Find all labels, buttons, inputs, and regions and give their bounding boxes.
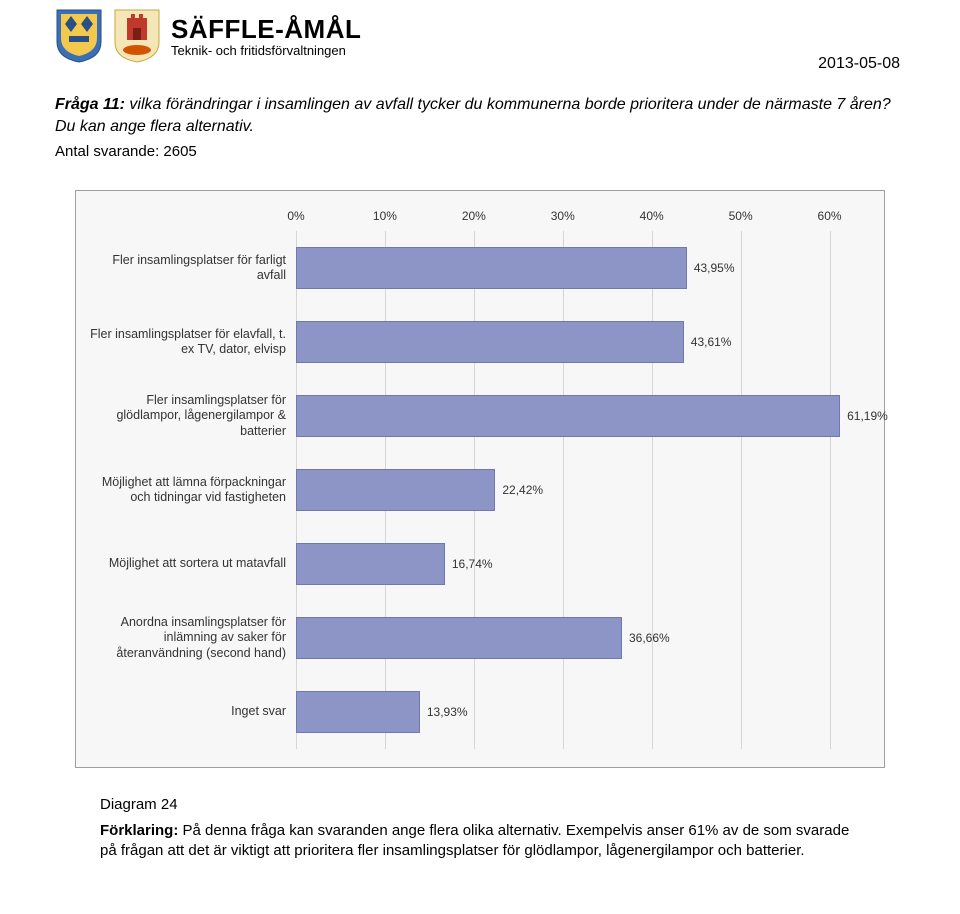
bar-value-label: 22,42%: [502, 483, 543, 497]
explanation: Förklaring: På denna fråga kan svaranden…: [100, 821, 860, 862]
bar-value-label: 61,19%: [847, 409, 888, 423]
explanation-label: Förklaring:: [100, 822, 178, 839]
page-header: SÄFFLE-ÅMÅL Teknik- och fritidsförvaltni…: [55, 0, 905, 64]
question-text: Fråga 11: vilka förändringar i insamling…: [55, 94, 905, 137]
question-label: Fråga 11:: [55, 96, 125, 113]
diagram-caption: Diagram 24: [100, 796, 905, 813]
chart-row: Möjlighet att lämna förpackningar och ti…: [86, 453, 874, 527]
bar: 36,66%: [296, 617, 622, 659]
bar-value-label: 43,61%: [691, 335, 732, 349]
document-date: 2013-05-08: [818, 55, 900, 73]
chart-row: Fler insamlingsplatser för elavfall, t. …: [86, 305, 874, 379]
category-label: Fler insamlingsplatser för elavfall, t. …: [86, 327, 296, 358]
title-block: SÄFFLE-ÅMÅL Teknik- och fritidsförvaltni…: [171, 14, 361, 58]
category-label: Inget svar: [86, 704, 296, 720]
bar-chart: 0% 10% 20% 30% 40% 50% 60% Fler insamlingsplat…: [75, 190, 885, 768]
x-tick-label: 50%: [729, 209, 753, 223]
bar-track: 36,66%: [296, 601, 874, 675]
category-label: Anordna insamlingsplatser för inlämning …: [86, 615, 296, 662]
x-tick-label: 20%: [462, 209, 486, 223]
x-tick-label: 60%: [818, 209, 842, 223]
bar-value-label: 13,93%: [427, 705, 468, 719]
category-label: Möjlighet att sortera ut matavfall: [86, 556, 296, 572]
category-label: Möjlighet att lämna förpackningar och ti…: [86, 475, 296, 506]
bar: 61,19%: [296, 395, 840, 437]
x-tick-label: 10%: [373, 209, 397, 223]
bar-track: 16,74%: [296, 527, 874, 601]
question-body: vilka förändringar i insamlingen av avfa…: [55, 96, 891, 135]
chart-row: Fler insamlingsplatser för glödlampor, l…: [86, 379, 874, 453]
bar-value-label: 16,74%: [452, 557, 493, 571]
crest-right-icon: [113, 8, 161, 64]
bar-value-label: 36,66%: [629, 631, 670, 645]
bar-track: 22,42%: [296, 453, 874, 527]
respondent-count: Antal svarande: 2605: [55, 143, 905, 160]
bar-track: 61,19%: [296, 379, 874, 453]
x-tick-label: 30%: [551, 209, 575, 223]
bar-track: 43,61%: [296, 305, 874, 379]
category-label: Fler insamlingsplatser för farligt avfal…: [86, 253, 296, 284]
bar-value-label: 43,95%: [694, 261, 735, 275]
explanation-text: På denna fråga kan svaranden ange flera …: [100, 822, 849, 859]
bar: 22,42%: [296, 469, 495, 511]
bar: 13,93%: [296, 691, 420, 733]
chart-row: Fler insamlingsplatser för farligt avfal…: [86, 231, 874, 305]
bar: 43,61%: [296, 321, 684, 363]
bar-track: 13,93%: [296, 675, 874, 749]
org-title: SÄFFLE-ÅMÅL: [171, 14, 361, 45]
category-label: Fler insamlingsplatser för glödlampor, l…: [86, 393, 296, 440]
chart-row: Anordna insamlingsplatser för inlämning …: [86, 601, 874, 675]
x-tick-label: 0%: [287, 209, 304, 223]
x-axis: 0% 10% 20% 30% 40% 50% 60%: [86, 209, 874, 231]
bar: 43,95%: [296, 247, 687, 289]
bar-track: 43,95%: [296, 231, 874, 305]
chart-row: Möjlighet att sortera ut matavfall16,74%: [86, 527, 874, 601]
chart-row: Inget svar13,93%: [86, 675, 874, 749]
org-subtitle: Teknik- och fritidsförvaltningen: [171, 43, 361, 58]
x-tick-label: 40%: [640, 209, 664, 223]
crest-left-icon: [55, 8, 103, 64]
bar: 16,74%: [296, 543, 445, 585]
